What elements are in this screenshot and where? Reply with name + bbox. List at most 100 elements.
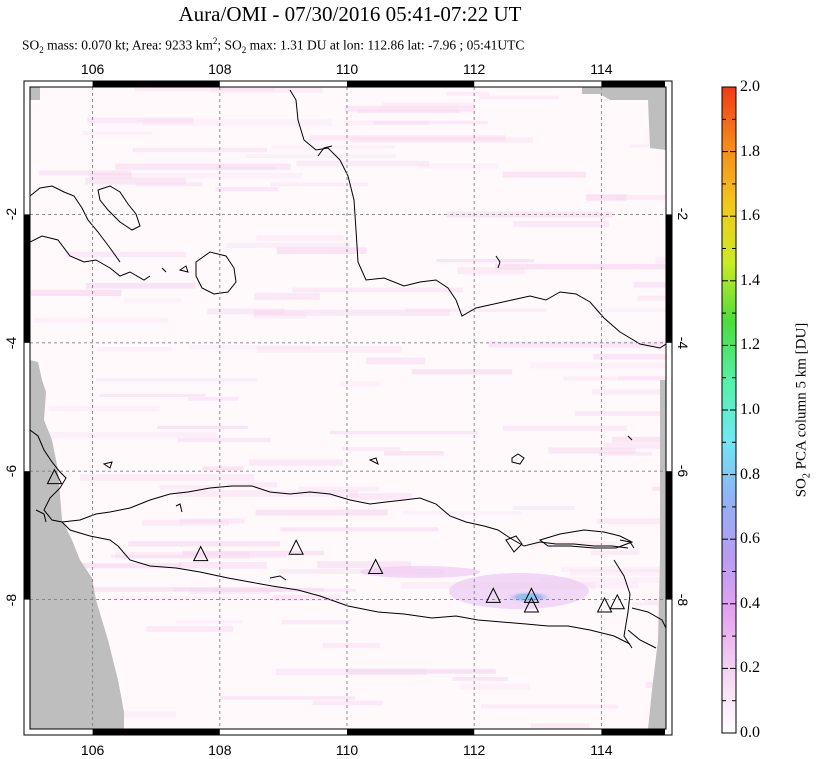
so2-streak (135, 182, 203, 187)
page-title: Aura/OMI - 07/30/2016 05:41-07:22 UT (178, 2, 522, 26)
so2-streak (480, 704, 619, 709)
volcano-icon (192, 545, 209, 562)
so2-streak (329, 430, 479, 435)
colorbar-tick-label: 1.2 (740, 336, 760, 354)
so2-streak (215, 187, 279, 192)
so2-streak (457, 267, 525, 275)
belitung-island (195, 251, 237, 295)
so2-streak (598, 451, 653, 456)
so2-streak (591, 550, 640, 555)
so2-streak (96, 346, 173, 352)
so2-streak (146, 626, 234, 632)
so2-streak (655, 256, 666, 264)
colorbar-tick-label: 1.0 (740, 401, 760, 418)
so2-streak (495, 263, 666, 270)
so2-streak (273, 594, 342, 601)
so2-streak (548, 447, 636, 454)
volcano-icon (596, 596, 613, 613)
lon-tick-label-top: 106 (80, 61, 105, 77)
no-data-region-east (648, 380, 666, 729)
volcano-markers (46, 468, 626, 613)
so2-streak (341, 447, 401, 452)
so2-streak (633, 281, 666, 288)
so2-streak (418, 163, 500, 169)
colorbar-tick-label: 1.8 (740, 142, 760, 160)
no-data-region-west (30, 360, 124, 729)
karimunjawa (368, 457, 379, 465)
so2-streak (652, 486, 666, 491)
so2-streak (34, 317, 169, 323)
frame-bar-bottom (347, 729, 475, 735)
so2-streak (561, 566, 666, 573)
colorbar-tick-label: 1.4 (740, 271, 760, 289)
so2-streak (488, 341, 666, 348)
lon-tick-label-top: 110 (335, 61, 359, 77)
east-java-coast (613, 559, 633, 649)
so2-streak (479, 95, 560, 100)
lat-tick-label-right: -8 (675, 593, 691, 606)
so2-streak (256, 346, 402, 353)
volcano-icon (367, 558, 384, 574)
so2-streak (502, 425, 628, 431)
so2-streak (603, 442, 666, 449)
frame-bar-left (24, 471, 30, 600)
so2-streak (68, 563, 182, 569)
sumatra-coastline (30, 185, 151, 523)
colorbar-tick-label: 2.0 (740, 78, 760, 95)
lat-tick-label-left: -2 (3, 208, 19, 221)
java-south-coastline (117, 545, 631, 645)
so2-streak (256, 234, 344, 242)
colorbar-tick-label: 0.0 (740, 724, 760, 741)
volcano-icon (523, 596, 540, 613)
so2-streak (66, 251, 186, 257)
volcano-icon (46, 468, 63, 485)
lon-tick-label-bottom: 106 (80, 742, 105, 758)
so2-plume-halo (448, 573, 589, 610)
so2-streak (280, 527, 439, 532)
so2-streak (436, 259, 535, 263)
lon-tick-label-top: 108 (208, 61, 232, 77)
lat-tick-label-right: -6 (675, 464, 691, 478)
frame-bar-left (24, 214, 30, 343)
borneo-coastline (289, 89, 666, 349)
so2-streak (594, 308, 666, 313)
so2-streak (227, 482, 278, 488)
so2-streak (131, 172, 303, 179)
so2-streak (347, 668, 496, 674)
so2-streak (93, 587, 281, 592)
so2-streak (202, 466, 243, 471)
so2-streak (48, 406, 160, 412)
java-north-coastline (61, 485, 629, 549)
so2-streak (178, 562, 267, 569)
so2-streak (383, 451, 444, 456)
so2-streak (43, 431, 217, 439)
so2-streak (563, 376, 666, 381)
so2-streak (530, 723, 590, 729)
so2-streak (574, 411, 666, 416)
so2-streak (348, 493, 413, 500)
so2-streak (179, 518, 245, 524)
so2-streak (270, 182, 369, 187)
so2-streak (373, 120, 488, 125)
volcano-icon (485, 587, 502, 603)
so2-streak (87, 117, 194, 124)
bawean-island (511, 453, 525, 465)
so2-streak (275, 668, 427, 676)
so2-streak (187, 397, 239, 401)
so2-streak (122, 711, 176, 718)
so2-streak (618, 375, 666, 381)
so2-streak (110, 554, 288, 558)
so2-streak (142, 119, 333, 127)
so2-streak (596, 518, 666, 525)
so2-streak (644, 599, 666, 604)
so2-streak (86, 282, 196, 289)
so2-streak (402, 511, 522, 515)
so2-streak (281, 620, 351, 625)
frame-bar-right (666, 471, 672, 600)
so2-streak (182, 550, 325, 556)
so2-streak (382, 102, 475, 107)
so2-streak (134, 87, 275, 91)
so2-streak (586, 194, 627, 201)
so2-plume-trail (360, 566, 480, 578)
lon-tick-label-bottom: 112 (463, 742, 486, 758)
